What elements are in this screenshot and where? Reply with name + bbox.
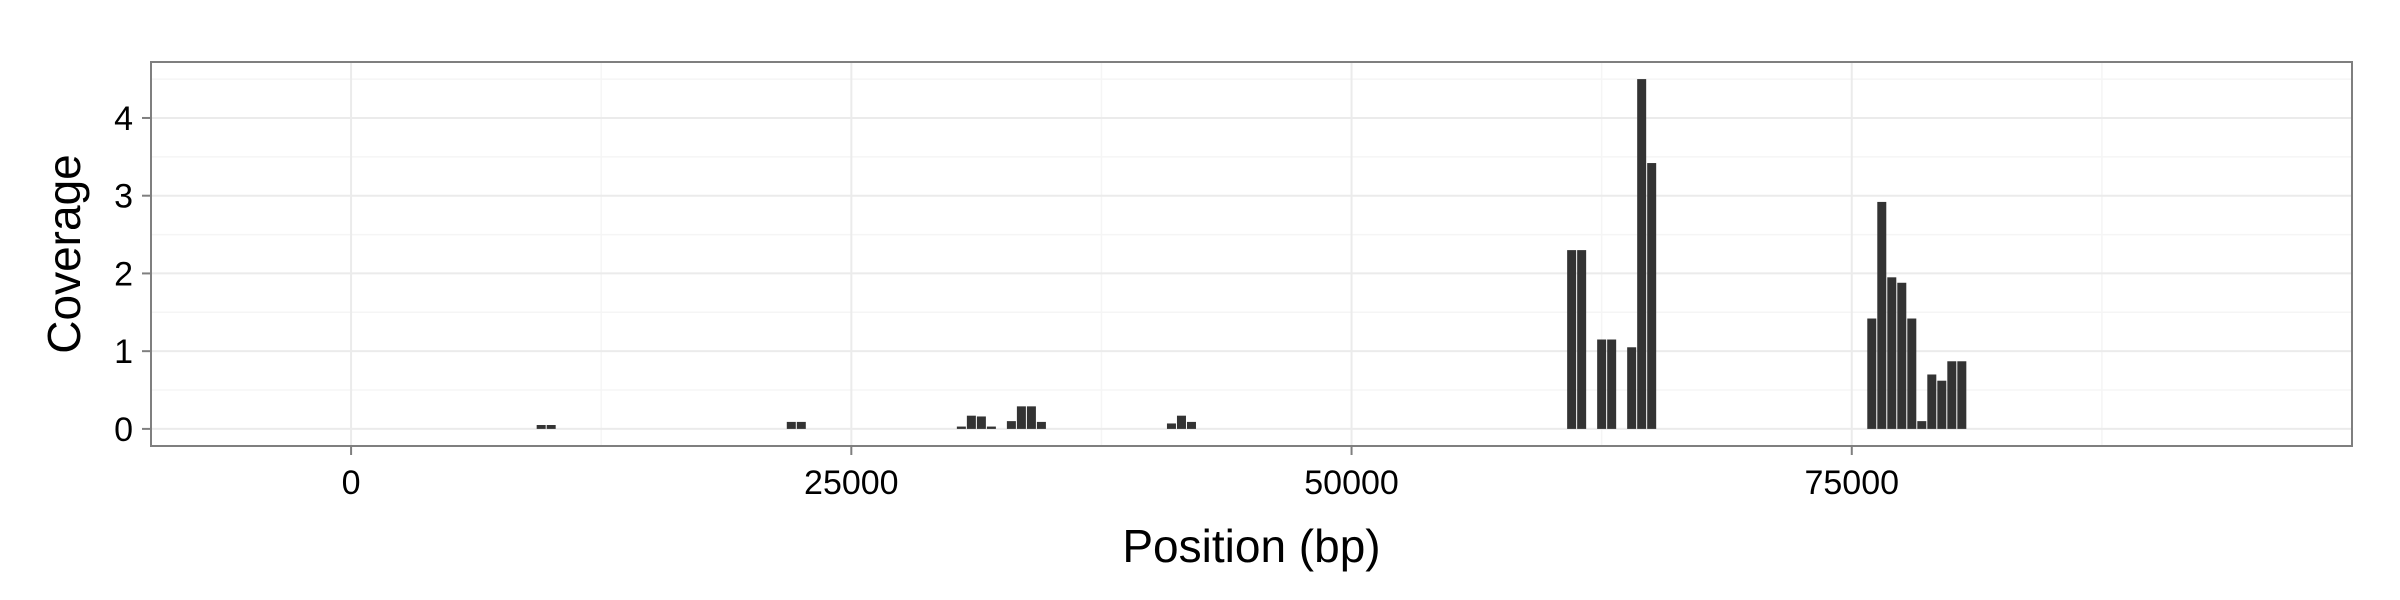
bar	[1176, 415, 1186, 429]
bar	[1577, 250, 1587, 429]
y-axis-title: Coverage	[38, 154, 90, 353]
bar	[1867, 318, 1877, 429]
bar	[956, 426, 966, 429]
bar	[786, 421, 796, 429]
bar	[1036, 421, 1046, 429]
bar	[1567, 250, 1577, 429]
plot-panel	[151, 62, 2352, 446]
minor-gridlines	[151, 62, 2352, 446]
y-tick-label: 4	[114, 100, 133, 138]
bar	[1647, 163, 1657, 429]
bar	[1887, 277, 1897, 429]
y-tick-label: 1	[114, 333, 133, 371]
bar	[1006, 421, 1016, 429]
y-axis: 0 1 2 3 4	[114, 100, 151, 449]
bar	[1907, 318, 1917, 429]
bar	[536, 425, 546, 429]
bar	[986, 426, 996, 429]
plot-panel-border	[150, 61, 2353, 447]
bar	[1016, 406, 1026, 429]
x-tick-label: 0	[342, 464, 361, 502]
bar	[1937, 380, 1947, 429]
x-axis: 0 25000 50000 75000	[342, 446, 1899, 502]
y-tick-label: 3	[114, 178, 133, 216]
bar	[1166, 423, 1176, 429]
bar	[1597, 339, 1607, 429]
bar	[976, 416, 986, 429]
bar	[1947, 361, 1957, 429]
x-tick-label: 25000	[804, 464, 899, 502]
bar	[1917, 421, 1927, 429]
x-axis-title: Position (bp)	[1122, 520, 1380, 572]
bar	[1957, 361, 1967, 429]
bar	[1877, 201, 1887, 429]
bar	[796, 421, 806, 429]
bar	[1927, 374, 1937, 429]
bar	[1897, 282, 1907, 429]
bar	[1186, 421, 1196, 429]
bar	[1627, 347, 1637, 429]
bar	[1637, 79, 1647, 429]
bar	[1026, 406, 1036, 429]
y-tick-label: 2	[114, 255, 133, 293]
bars	[536, 79, 1967, 429]
x-tick-label: 75000	[1804, 464, 1899, 502]
bar	[546, 425, 556, 429]
bar	[1607, 339, 1617, 429]
x-tick-label: 50000	[1304, 464, 1399, 502]
bar	[966, 415, 976, 429]
y-tick-label: 0	[114, 411, 133, 449]
